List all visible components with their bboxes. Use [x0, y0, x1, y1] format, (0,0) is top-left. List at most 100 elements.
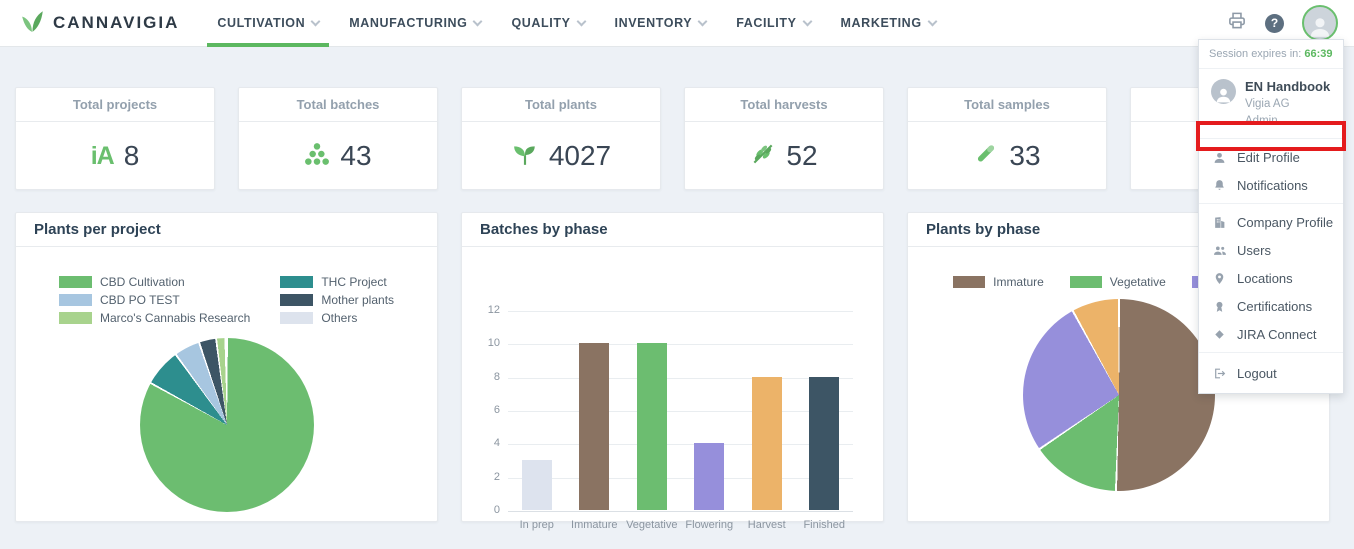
legend-item[interactable]: Marco's Cannabis Research	[58, 311, 251, 325]
pie-chart-plants-per-project	[139, 338, 314, 512]
stat-title: Total projects	[16, 88, 214, 122]
chart-title: Plants by phase	[908, 213, 1329, 247]
y-axis-tick: 12	[487, 304, 500, 316]
stat-card-batches: Total batches 43	[238, 87, 438, 190]
gridline	[508, 311, 853, 312]
legend-item[interactable]: CBD PO TEST	[58, 293, 250, 307]
gridline	[508, 411, 853, 412]
legend-label: Vegetative	[1109, 275, 1166, 289]
nav-item-marketing[interactable]: MARKETING	[841, 0, 938, 47]
nav-item-facility[interactable]: FACILITY	[736, 0, 812, 47]
legend-label: Immature	[993, 275, 1044, 289]
legend-swatch	[280, 276, 314, 288]
legend-swatch	[280, 294, 314, 306]
legend-item[interactable]: Vegetative	[1069, 275, 1166, 289]
stats-row: Total projects iA 8 Total batches 43 Tot…	[15, 87, 1330, 190]
nav-item-quality[interactable]: QUALITY	[511, 0, 586, 47]
certificate-icon	[1213, 299, 1227, 313]
user-company: Vigia AG	[1245, 98, 1290, 110]
legend-swatch	[953, 276, 986, 288]
chart-title: Batches by phase	[462, 213, 883, 247]
user-dropdown-menu: Session expires in: 66:39 EN Handbook Vi…	[1198, 39, 1344, 395]
chevron-down-icon	[473, 16, 483, 26]
x-axis-label: Flowering	[685, 519, 734, 531]
menu-label: Locations	[1237, 270, 1293, 286]
batches-icon	[304, 141, 330, 172]
building-icon	[1213, 215, 1227, 229]
legend-item[interactable]: THC Project	[280, 275, 394, 289]
legend-label: CBD Cultivation	[99, 275, 185, 289]
legend-label: THC Project	[321, 275, 387, 289]
stat-card-projects: Total projects iA 8	[15, 87, 215, 190]
divider	[1199, 203, 1343, 205]
menu-item-jira-connect[interactable]: JIRA Connect	[1199, 320, 1343, 348]
legend-swatch	[280, 312, 314, 324]
stat-value: 52	[786, 140, 818, 171]
gridline	[508, 511, 853, 512]
stat-card-plants: Total plants 4027	[461, 87, 661, 190]
menu-item-logout[interactable]: Logout	[1199, 359, 1343, 387]
menu-item-edit-profile[interactable]: Edit Profile	[1199, 143, 1343, 171]
menu-label: Logout	[1237, 365, 1277, 381]
stat-title: Total batches	[239, 88, 437, 122]
chart-title: Plants per project	[16, 213, 437, 247]
bar-vegetative	[636, 343, 667, 510]
nav-item-inventory[interactable]: INVENTORY	[615, 0, 708, 47]
chart-card-plants-per-project: Plants per project CBD Cultivation THC P…	[15, 212, 438, 522]
plants-icon	[511, 141, 539, 172]
chart-card-batches-by-phase: Batches by phase 0 2 4 6 8 10 12 In prep Immatur…	[461, 212, 884, 531]
brand-name: CANNAVIGIA	[53, 13, 180, 32]
legend-label: Mother plants	[321, 293, 395, 307]
user-avatar[interactable]	[1302, 5, 1338, 41]
chevron-down-icon	[927, 16, 938, 26]
nav-label: FACILITY	[736, 16, 797, 30]
y-axis-tick: 4	[493, 437, 500, 450]
divider	[1199, 352, 1343, 354]
user-role: Admin	[1245, 114, 1278, 127]
stat-value: 4027	[548, 140, 612, 171]
x-axis-label: Vegetative	[626, 519, 678, 531]
bar-flowering	[694, 443, 725, 510]
legend-swatch	[58, 276, 92, 288]
stat-title: Total plants	[462, 88, 660, 122]
help-icon[interactable]: ?	[1265, 13, 1284, 33]
legend-item[interactable]: CBD Cultivation	[58, 275, 250, 289]
nav-item-manufacturing[interactable]: MANUFACTURING	[349, 0, 483, 47]
menu-label: JIRA Connect	[1237, 326, 1317, 342]
menu-item-users[interactable]: Users	[1199, 236, 1343, 264]
legend-item[interactable]: Others	[280, 311, 394, 325]
stat-value: 43	[340, 140, 372, 171]
brand-logo[interactable]: CANNAVIGIA	[20, 8, 179, 39]
legend-item[interactable]: Mother plants	[280, 293, 394, 307]
pie-chart-plants-by-phase	[1022, 299, 1215, 491]
menu-label: Certifications	[1237, 298, 1313, 314]
y-axis-tick: 6	[493, 404, 500, 416]
nav-label: CULTIVATION	[217, 16, 306, 30]
bar-chart-batches-by-phase: 0 2 4 6 8 10 12 In prep Immature Vegetative Flower…	[488, 304, 853, 531]
y-axis-tick: 8	[493, 370, 500, 383]
stat-card-harvests: Total harvests 52	[684, 87, 884, 190]
gridline	[508, 344, 853, 346]
nav-label: MANUFACTURING	[349, 16, 468, 30]
legend-item[interactable]: Immature	[953, 275, 1044, 289]
charts-row: Plants per project CBD Cultivation THC P…	[15, 212, 1330, 531]
nav-item-cultivation[interactable]: CULTIVATION	[207, 0, 330, 47]
top-navigation-bar: CANNAVIGIA CULTIVATION MANUFACTURING QUA…	[0, 0, 1354, 47]
gridline	[508, 377, 853, 379]
menu-item-company-profile[interactable]: Company Profile	[1199, 208, 1343, 236]
printer-icon[interactable]	[1227, 11, 1247, 35]
session-expiry: Session expires in: 66:39	[1199, 40, 1343, 69]
legend-label: Marco's Cannabis Research	[99, 311, 251, 325]
menu-label: Edit Profile	[1237, 149, 1300, 165]
samples-icon	[973, 141, 999, 172]
menu-item-locations[interactable]: Locations	[1199, 264, 1343, 292]
stat-value: 33	[1009, 140, 1041, 171]
session-label: Session expires in:	[1209, 48, 1302, 60]
user-info-block: EN Handbook Vigia AG Admin	[1199, 69, 1343, 138]
diamond-icon	[1213, 327, 1227, 341]
user-avatar-small	[1211, 79, 1236, 104]
menu-item-notifications[interactable]: Notifications	[1199, 171, 1343, 199]
menu-item-certifications[interactable]: Certifications	[1199, 292, 1343, 320]
legend-label: Others	[321, 311, 358, 325]
stat-card-samples: Total samples 33	[907, 87, 1107, 190]
